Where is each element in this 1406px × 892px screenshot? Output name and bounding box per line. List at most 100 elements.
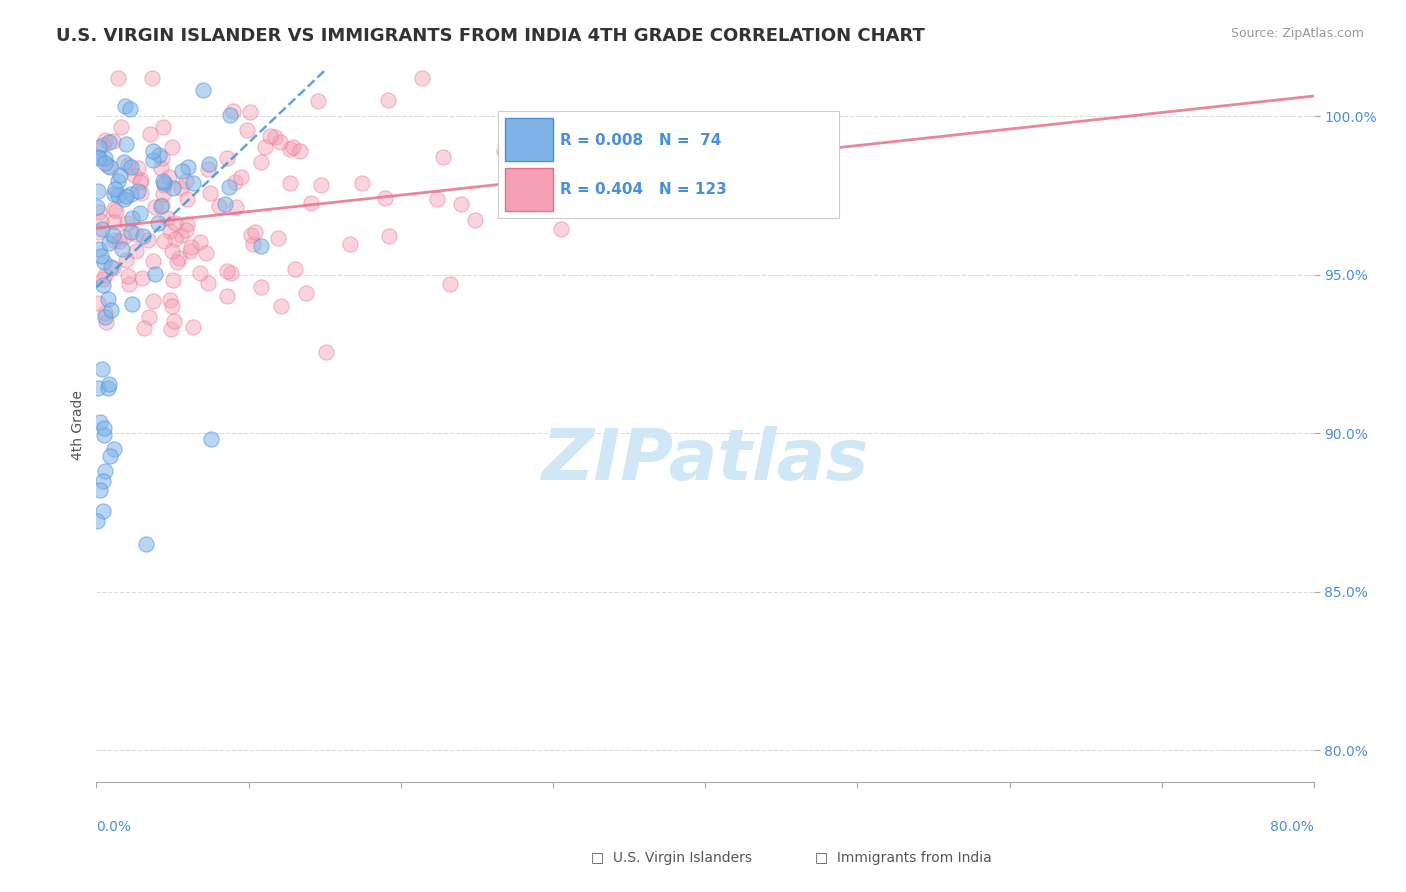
Point bbox=[439, 277, 461, 291]
Point bbox=[142, 293, 165, 308]
Point bbox=[250, 155, 273, 169]
Point bbox=[494, 144, 516, 158]
Point bbox=[225, 200, 247, 214]
Point bbox=[146, 216, 169, 230]
Point bbox=[278, 142, 301, 156]
Point bbox=[243, 225, 266, 239]
Point bbox=[103, 233, 125, 247]
Text: □  U.S. Virgin Islanders: □ U.S. Virgin Islanders bbox=[591, 851, 752, 865]
Point bbox=[139, 127, 162, 141]
Point bbox=[200, 186, 222, 200]
Point bbox=[284, 262, 307, 277]
Point bbox=[190, 266, 212, 280]
Point bbox=[224, 175, 246, 189]
Point bbox=[120, 160, 142, 174]
Point bbox=[89, 204, 111, 219]
Point bbox=[214, 197, 236, 211]
Point bbox=[160, 299, 183, 313]
Point bbox=[295, 285, 318, 300]
Point bbox=[170, 228, 193, 243]
Point bbox=[411, 70, 433, 85]
Point bbox=[87, 150, 110, 164]
Text: ZIPatlas: ZIPatlas bbox=[541, 426, 869, 495]
Text: Source: ZipAtlas.com: Source: ZipAtlas.com bbox=[1230, 27, 1364, 40]
Point bbox=[254, 140, 277, 154]
Point bbox=[127, 184, 149, 198]
Point bbox=[159, 224, 181, 238]
Point bbox=[117, 158, 139, 172]
Point bbox=[315, 345, 337, 359]
Point bbox=[93, 421, 115, 435]
Point bbox=[124, 168, 146, 182]
Point bbox=[280, 176, 302, 190]
Point bbox=[132, 229, 155, 244]
Y-axis label: 4th Grade: 4th Grade bbox=[72, 390, 86, 460]
Point bbox=[222, 104, 245, 119]
Point bbox=[131, 270, 153, 285]
Point bbox=[153, 178, 176, 192]
Point bbox=[98, 160, 121, 174]
Point bbox=[108, 235, 131, 249]
Point bbox=[160, 244, 183, 258]
Point bbox=[231, 169, 253, 184]
Point bbox=[138, 310, 160, 325]
Point bbox=[89, 483, 111, 497]
Point bbox=[94, 465, 117, 479]
Point bbox=[107, 174, 129, 188]
Point bbox=[142, 153, 165, 168]
Point bbox=[120, 225, 142, 239]
Point bbox=[107, 71, 129, 86]
Point bbox=[141, 70, 163, 85]
Point bbox=[197, 162, 219, 177]
Point bbox=[121, 211, 143, 225]
Point bbox=[89, 152, 111, 166]
Point bbox=[550, 222, 572, 236]
Point bbox=[153, 176, 176, 190]
Point bbox=[91, 222, 114, 236]
Point bbox=[87, 296, 110, 310]
Point bbox=[269, 135, 291, 149]
Point bbox=[91, 272, 114, 286]
Point bbox=[148, 148, 170, 162]
Point bbox=[215, 289, 238, 303]
Point bbox=[87, 225, 110, 239]
Point bbox=[163, 313, 186, 327]
Point bbox=[117, 268, 139, 283]
Point bbox=[103, 202, 125, 216]
Point bbox=[377, 94, 399, 108]
Point bbox=[250, 280, 273, 294]
Point bbox=[307, 95, 329, 109]
Point bbox=[94, 310, 117, 325]
Point bbox=[87, 140, 110, 154]
Point bbox=[208, 199, 231, 213]
Point bbox=[309, 178, 332, 192]
Point bbox=[86, 200, 108, 214]
Point bbox=[197, 276, 219, 290]
Point bbox=[152, 174, 174, 188]
Point bbox=[165, 232, 187, 246]
Point bbox=[121, 297, 143, 311]
Point bbox=[176, 192, 198, 206]
Point bbox=[183, 176, 205, 190]
Point bbox=[97, 381, 120, 395]
Point bbox=[90, 249, 112, 263]
Point bbox=[236, 123, 259, 137]
Point bbox=[464, 212, 486, 227]
Point bbox=[299, 196, 322, 211]
Point bbox=[93, 475, 115, 489]
Point bbox=[166, 255, 188, 269]
Point bbox=[160, 140, 183, 154]
Point bbox=[125, 244, 148, 258]
Text: U.S. VIRGIN ISLANDER VS IMMIGRANTS FROM INDIA 4TH GRADE CORRELATION CHART: U.S. VIRGIN ISLANDER VS IMMIGRANTS FROM … bbox=[56, 27, 925, 45]
Point bbox=[217, 151, 239, 165]
Point bbox=[176, 160, 198, 174]
Point bbox=[91, 277, 114, 292]
Point bbox=[89, 415, 111, 429]
Point bbox=[239, 105, 262, 120]
Point bbox=[142, 254, 165, 268]
Point bbox=[143, 200, 166, 214]
Point bbox=[191, 82, 214, 96]
Point bbox=[115, 188, 138, 202]
Point bbox=[378, 229, 401, 244]
Point bbox=[240, 228, 263, 243]
